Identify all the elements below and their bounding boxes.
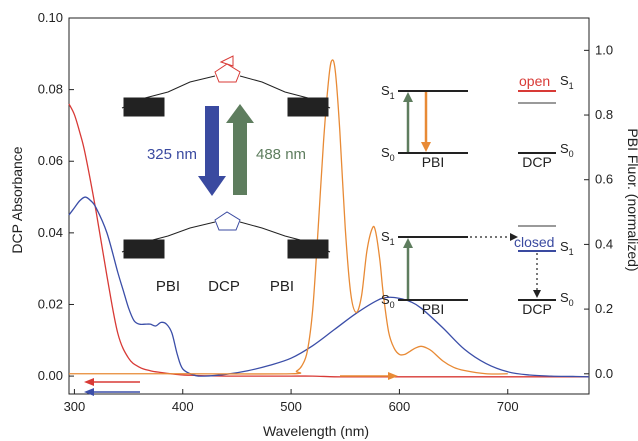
x-tick-label: 500: [280, 399, 302, 414]
y-right-tick-label: 0.0: [595, 366, 613, 381]
molecule-label-dcp: DCP: [208, 278, 240, 295]
y-right-tick-label: 0.2: [595, 301, 613, 316]
energy-diagram: S1 S0 PBI open S1 S0 DCP S1 S0 PBI close…: [381, 73, 574, 317]
absorbance-closed-series: [68, 196, 590, 378]
y-right-tick-label: 0.4: [595, 236, 613, 251]
molecule-inset: 325 nm 488 nm PBI DCP PBI: [121, 55, 331, 295]
x-tick-label: 400: [172, 399, 194, 414]
y-right-tick-label: 0.6: [595, 172, 613, 187]
closed-label: closed: [514, 234, 554, 250]
x-tick-label: 600: [389, 399, 411, 414]
x-tick-label: 700: [497, 399, 519, 414]
absorbance-open-series: [68, 103, 589, 378]
plot-frame: [68, 17, 590, 395]
pbi-s1-closed: S1: [381, 229, 395, 247]
y-left-tick-label: 0.00: [38, 368, 63, 383]
fluorescence-series: [68, 59, 508, 375]
y-left-tick-label: 0.04: [38, 225, 63, 240]
y-left-tick-label: 0.10: [38, 10, 63, 25]
pbi-s0-closed: S0: [381, 292, 395, 310]
y-left-tick-label: 0.02: [38, 296, 63, 311]
y-right-tick-label: 1.0: [595, 42, 613, 57]
pbi-s1-open: S1: [381, 83, 395, 101]
dcp-s0-open: S0: [560, 141, 574, 159]
dcp-s1-open: S1: [560, 73, 574, 91]
arrow-down-label: 325 nm: [147, 146, 197, 163]
arrow-up-label: 488 nm: [256, 146, 306, 163]
open-label: open: [519, 73, 550, 89]
uv-switch-arrow: [198, 106, 226, 196]
x-tick-label: 300: [64, 399, 86, 414]
molecule-label-pbi-right: PBI: [270, 278, 294, 295]
dcp-label-closed: DCP: [522, 301, 552, 317]
data-series: [68, 59, 590, 378]
y-axis-left-label: DCP Absorbance: [9, 146, 25, 253]
right-axis-arrow: [340, 372, 398, 380]
vis-switch-arrow: [226, 104, 254, 195]
y-left-tick-label: 0.06: [38, 153, 63, 168]
closed-isomer-structure: [121, 211, 331, 259]
open-isomer-structure: [121, 55, 331, 117]
pbi-label-closed: PBI: [422, 301, 445, 317]
dcp-s1-closed: S1: [560, 239, 574, 257]
axis-ticks: 300 400 500 600 700 0.00 0.02 0.04 0.06 0.08 0.10 0…: [38, 10, 613, 414]
y-axis-right-label: PBI Fluor. (normalized): [625, 128, 638, 271]
y-left-tick-label: 0.08: [38, 82, 63, 97]
x-axis-label: Wavelength (nm): [263, 423, 369, 439]
pbi-s0-open: S0: [381, 145, 395, 163]
dcp-s0-closed: S0: [560, 290, 574, 308]
y-right-tick-label: 0.8: [595, 107, 613, 122]
left-axis-arrows: [84, 378, 140, 396]
molecule-label-pbi-left: PBI: [156, 278, 180, 295]
dcp-label-open: DCP: [522, 154, 552, 170]
pbi-label-open: PBI: [422, 154, 445, 170]
